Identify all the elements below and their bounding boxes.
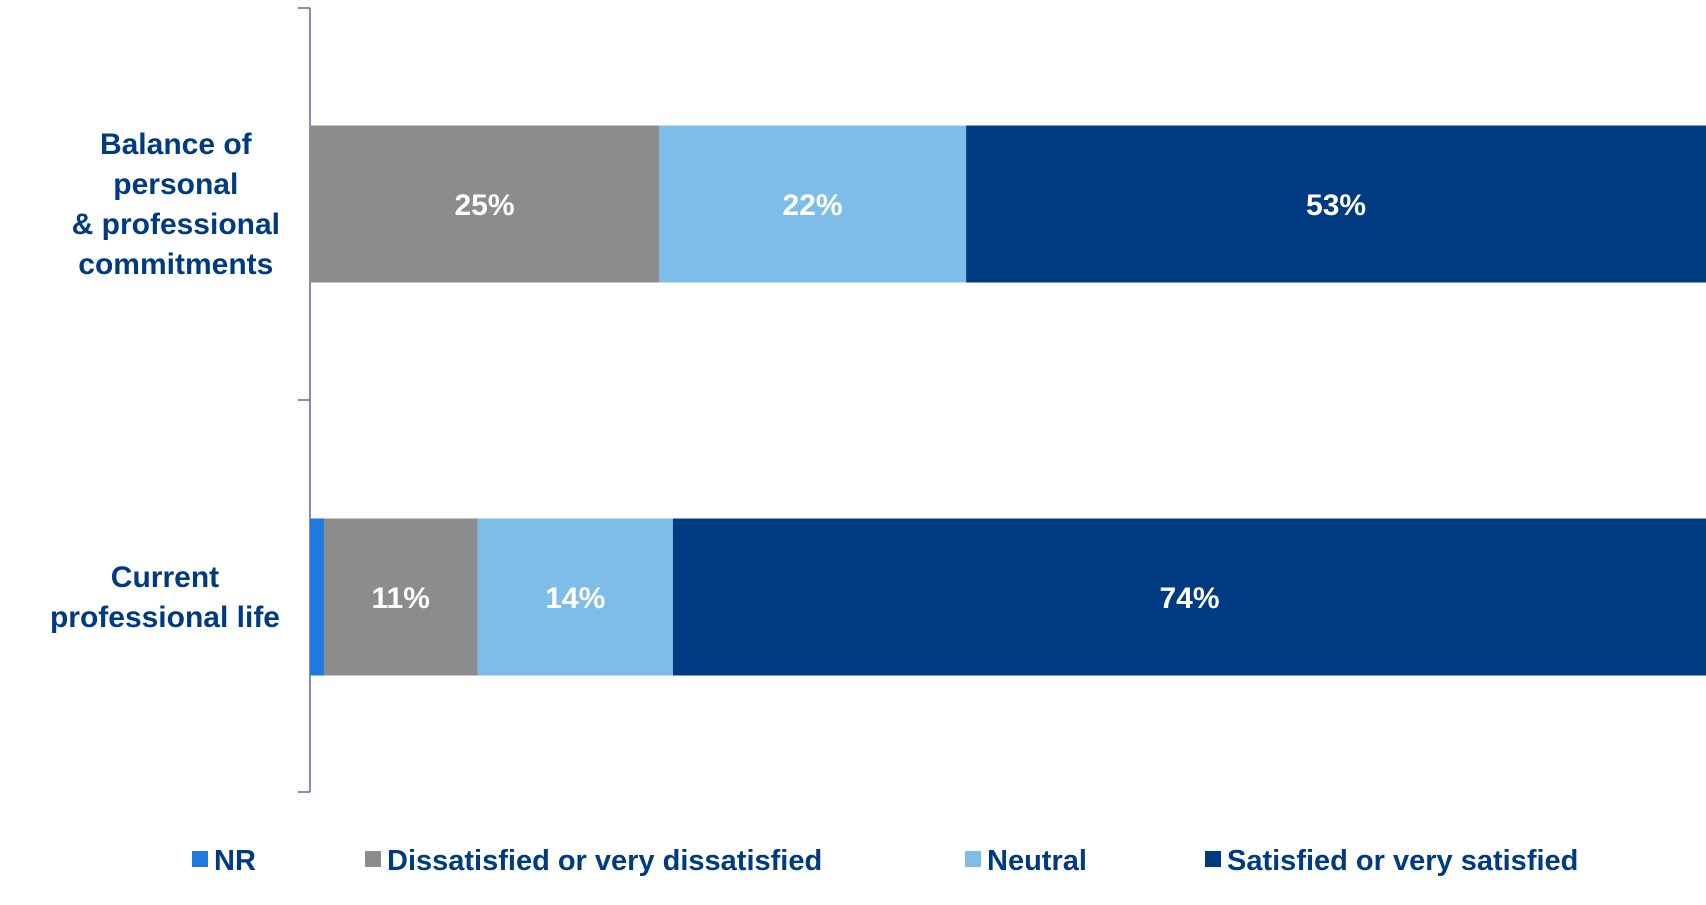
bar-segment (323, 518, 478, 676)
bar-segment (477, 518, 673, 676)
data-label: 11% (372, 582, 430, 615)
legend-label: Satisfied or very satisfied (1227, 845, 1578, 877)
category-labels: Balance of personal & professional commitme… (50, 128, 280, 634)
category-label: Current professional life (50, 561, 280, 634)
data-label: 74% (1159, 582, 1219, 615)
category-label-line: & professional (72, 208, 280, 241)
category-label-line: Balance of (100, 128, 253, 161)
legend-label: NR (214, 845, 256, 877)
bars-layer: 25% 22% 53% 11% 14% 74% (310, 125, 1706, 676)
legend-swatch (1205, 851, 1221, 867)
data-label: 53% (1306, 189, 1366, 222)
legend-swatch (365, 851, 381, 867)
legend: NR Dissatisfied or very dissatisfied Neutr… (192, 845, 1578, 877)
bar-segment (310, 125, 659, 283)
bar-segment (966, 125, 1706, 283)
bar-segment (659, 125, 967, 283)
bar-segment (672, 518, 1706, 676)
category-label-line: professional life (50, 601, 280, 634)
legend-label: Dissatisfied or very dissatisfied (387, 845, 822, 877)
category-label-line: Current (111, 561, 219, 594)
legend-label: Neutral (987, 845, 1087, 877)
category-label-line: commitments (78, 248, 273, 281)
data-label: 14% (545, 582, 605, 615)
bar-segment (310, 518, 324, 676)
legend-swatch (192, 851, 208, 867)
category-label-line: personal (113, 168, 238, 201)
data-label: 25% (454, 189, 514, 222)
axis-layer (298, 7, 311, 793)
data-label: 22% (783, 189, 843, 222)
legend-swatch (965, 851, 981, 867)
category-label: Balance of personal & professional commitme… (72, 128, 280, 281)
